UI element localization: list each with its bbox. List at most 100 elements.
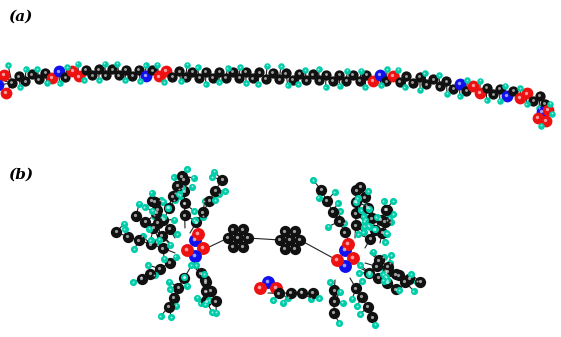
Point — [206, 288, 215, 294]
Point — [390, 271, 399, 276]
Point — [100, 61, 109, 66]
Point — [367, 314, 376, 319]
Point — [389, 211, 398, 217]
Point — [328, 209, 337, 214]
Point — [548, 111, 557, 117]
Point — [330, 299, 339, 304]
Point — [1, 90, 10, 95]
Point — [140, 205, 149, 210]
Point — [151, 209, 160, 215]
Point — [515, 95, 524, 100]
Point — [2, 90, 11, 96]
Point — [180, 177, 188, 182]
Point — [180, 201, 189, 206]
Point — [158, 199, 167, 204]
Point — [171, 303, 180, 308]
Point — [94, 66, 103, 71]
Point — [314, 66, 323, 71]
Point — [334, 71, 343, 77]
Point — [335, 83, 344, 88]
Point — [183, 283, 192, 288]
Point — [283, 82, 292, 88]
Point — [208, 175, 217, 180]
Point — [274, 290, 283, 296]
Point — [179, 188, 188, 193]
Point — [343, 241, 352, 247]
Point — [214, 191, 223, 197]
Point — [376, 82, 385, 87]
Point — [192, 219, 201, 225]
Point — [334, 320, 343, 326]
Point — [148, 67, 157, 73]
Point — [87, 72, 96, 78]
Point — [169, 217, 178, 222]
Text: (b): (b) — [8, 168, 33, 182]
Point — [167, 314, 176, 319]
Point — [166, 287, 175, 292]
Point — [234, 75, 243, 80]
Point — [141, 72, 150, 78]
Point — [169, 174, 178, 179]
Point — [172, 231, 181, 236]
Point — [42, 80, 51, 85]
Point — [203, 288, 211, 294]
Point — [169, 295, 178, 300]
Point — [280, 245, 289, 251]
Point — [348, 72, 357, 78]
Point — [211, 299, 220, 304]
Point — [242, 80, 251, 86]
Point — [408, 80, 417, 85]
Point — [43, 80, 52, 86]
Point — [536, 93, 545, 98]
Point — [284, 295, 293, 301]
Point — [176, 79, 185, 84]
Point — [420, 70, 429, 76]
Point — [174, 191, 183, 196]
Point — [171, 191, 180, 196]
Point — [455, 94, 464, 99]
Point — [180, 274, 188, 280]
Point — [336, 289, 345, 294]
Point — [114, 73, 123, 78]
Point — [362, 205, 371, 210]
Point — [153, 62, 162, 67]
Point — [144, 263, 153, 268]
Point — [309, 290, 318, 296]
Point — [321, 84, 330, 89]
Point — [222, 75, 231, 81]
Point — [429, 76, 438, 82]
Point — [540, 101, 549, 106]
Point — [209, 169, 218, 174]
Point — [228, 243, 237, 249]
Point — [201, 81, 210, 86]
Point — [168, 74, 177, 80]
Point — [383, 217, 392, 223]
Point — [365, 270, 374, 275]
Point — [449, 86, 458, 91]
Point — [135, 78, 144, 84]
Point — [21, 66, 30, 72]
Point — [194, 231, 203, 237]
Point — [329, 298, 338, 304]
Point — [352, 303, 361, 309]
Point — [421, 81, 430, 86]
Point — [367, 215, 376, 221]
Point — [169, 294, 178, 300]
Point — [190, 208, 199, 214]
Point — [241, 69, 250, 74]
Point — [27, 72, 36, 77]
Point — [196, 271, 205, 276]
Point — [367, 315, 376, 320]
Point — [261, 75, 270, 81]
Point — [372, 264, 381, 269]
Point — [382, 271, 391, 276]
Point — [541, 117, 550, 123]
Point — [376, 82, 385, 88]
Point — [228, 227, 237, 232]
Point — [196, 300, 205, 306]
Point — [335, 83, 344, 88]
Point — [540, 100, 549, 106]
Point — [408, 80, 417, 85]
Point — [261, 76, 270, 81]
Point — [200, 271, 209, 277]
